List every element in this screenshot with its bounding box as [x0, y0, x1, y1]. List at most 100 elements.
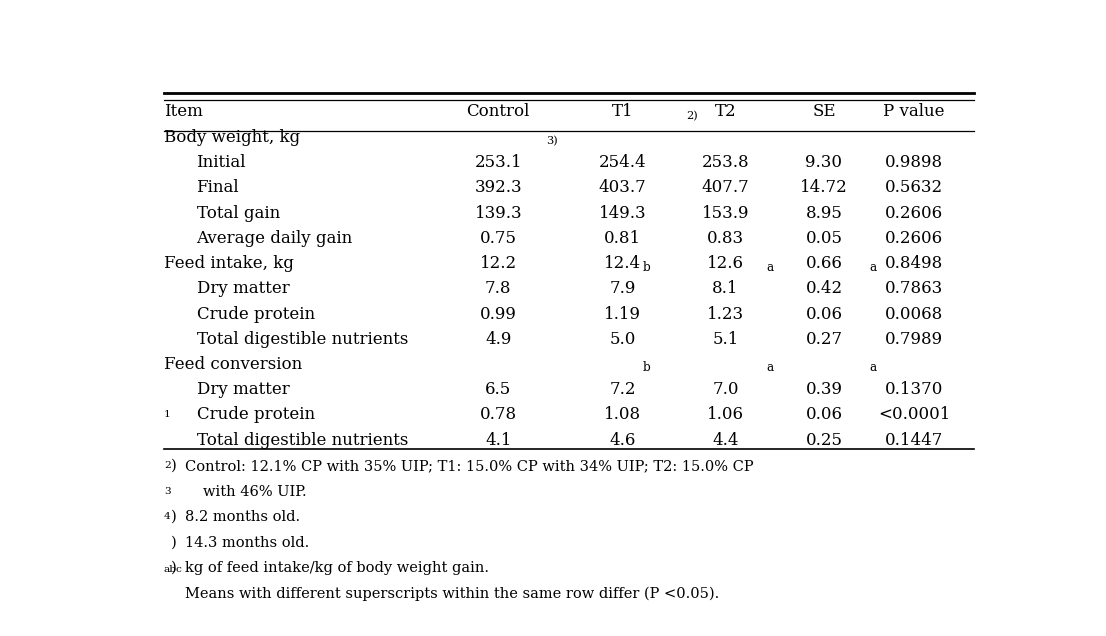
Text: 139.3: 139.3: [474, 205, 522, 222]
Text: 0.66: 0.66: [805, 255, 843, 272]
Text: 14.3 months old.: 14.3 months old.: [186, 536, 310, 550]
Text: 12.2: 12.2: [480, 255, 517, 272]
Text: 0.0068: 0.0068: [885, 305, 943, 322]
Text: a: a: [766, 361, 774, 375]
Text: Feed intake, kg: Feed intake, kg: [164, 255, 294, 272]
Text: 0.06: 0.06: [805, 305, 843, 322]
Text: Body weight, kg: Body weight, kg: [164, 129, 300, 146]
Text: 8.95: 8.95: [805, 205, 843, 222]
Text: 6.5: 6.5: [486, 381, 511, 398]
Text: Total digestible nutrients: Total digestible nutrients: [197, 331, 408, 348]
Text: 8.1: 8.1: [712, 280, 739, 298]
Text: 2): 2): [686, 111, 698, 121]
Text: 4.4: 4.4: [712, 432, 739, 448]
Text: 7.9: 7.9: [609, 280, 636, 298]
Text: 0.78: 0.78: [480, 406, 517, 424]
Text: 253.1: 253.1: [474, 155, 522, 171]
Text: 9.30: 9.30: [805, 155, 843, 171]
Text: a: a: [869, 261, 877, 273]
Text: 403.7: 403.7: [598, 179, 646, 197]
Text: 4.6: 4.6: [609, 432, 636, 448]
Text: b: b: [643, 361, 650, 375]
Text: 4.9: 4.9: [486, 331, 511, 348]
Text: P value: P value: [884, 103, 945, 120]
Text: 1.08a: 1.08a: [599, 406, 646, 424]
Text: Final: Final: [197, 179, 239, 197]
Text: Crude protein: Crude protein: [197, 305, 315, 322]
Text: 1: 1: [164, 410, 170, 419]
Text: 0.1370: 0.1370: [885, 381, 943, 398]
Text: Total digestible nutrients: Total digestible nutrients: [197, 432, 408, 448]
Text: Control: 12.1% CP with 35% UIP; T1: 15.0% CP with 34% UIP; T2: 15.0% CP: Control: 12.1% CP with 35% UIP; T1: 15.0…: [186, 459, 754, 473]
Text: 5.0: 5.0: [609, 331, 636, 348]
Text: 12.6: 12.6: [707, 255, 744, 272]
Text: 1.06: 1.06: [707, 406, 744, 424]
Text: Means with different superscripts within the same row differ (P <0.05).: Means with different superscripts within…: [186, 586, 720, 600]
Text: 253.8: 253.8: [701, 155, 749, 171]
Text: Dry matter: Dry matter: [197, 280, 290, 298]
Text: 0.8498: 0.8498: [885, 255, 943, 272]
Text: 8.2 months old.: 8.2 months old.: [186, 510, 301, 524]
Text: 12.4: 12.4: [604, 255, 641, 272]
Text: b: b: [643, 261, 650, 273]
Text: 2: 2: [164, 461, 170, 470]
Text: 0.7863: 0.7863: [885, 280, 943, 298]
Text: 3: 3: [164, 487, 170, 495]
Text: 0.9898: 0.9898: [885, 155, 943, 171]
Text: 0.7989: 0.7989: [885, 331, 943, 348]
Text: Dry matter: Dry matter: [197, 381, 290, 398]
Text: Initial: Initial: [197, 155, 246, 171]
Text: T1: T1: [612, 103, 634, 120]
Text: 0.99: 0.99: [480, 305, 517, 322]
Text: 1.08: 1.08: [604, 406, 641, 424]
Text: a: a: [869, 361, 877, 375]
Text: Average daily gain: Average daily gain: [197, 230, 353, 247]
Text: 4.1: 4.1: [486, 432, 511, 448]
Text: abc: abc: [164, 565, 182, 574]
Text: 0.1447: 0.1447: [885, 432, 943, 448]
Text: 1.23: 1.23: [707, 305, 744, 322]
Text: 0.27: 0.27: [805, 331, 843, 348]
Text: 1.19a: 1.19a: [599, 305, 646, 322]
Text: 1.06a: 1.06a: [702, 406, 749, 424]
Text: 0.2606: 0.2606: [885, 230, 943, 247]
Text: Crude protein: Crude protein: [197, 406, 315, 424]
Text: 4: 4: [164, 512, 170, 521]
Text: 392.3: 392.3: [474, 179, 522, 197]
Text: 0.81: 0.81: [604, 230, 641, 247]
Text: 7.8: 7.8: [486, 280, 511, 298]
Text: 1.19: 1.19: [604, 305, 641, 322]
Text: 3): 3): [546, 136, 559, 146]
Text: 0.75: 0.75: [480, 230, 517, 247]
Text: 1.23a: 1.23a: [702, 305, 749, 322]
Text: 0.78b: 0.78b: [474, 406, 522, 424]
Text: 5.1: 5.1: [712, 331, 739, 348]
Text: T2: T2: [714, 103, 737, 120]
Text: <0.0001: <0.0001: [878, 406, 950, 424]
Text: ): ): [170, 459, 177, 473]
Text: 149.3: 149.3: [598, 205, 646, 222]
Text: 7.0: 7.0: [712, 381, 739, 398]
Text: 0.39: 0.39: [805, 381, 843, 398]
Text: SE: SE: [812, 103, 836, 120]
Text: ): ): [170, 510, 177, 524]
Text: 407.7: 407.7: [701, 179, 749, 197]
Text: 254.4: 254.4: [598, 155, 646, 171]
Text: ): ): [170, 561, 177, 575]
Text: Control: Control: [467, 103, 530, 120]
Text: a: a: [766, 261, 774, 273]
Text: 0.05: 0.05: [805, 230, 843, 247]
Text: 0.83: 0.83: [707, 230, 744, 247]
Text: 0.42: 0.42: [805, 280, 843, 298]
Text: 7.2: 7.2: [609, 381, 636, 398]
Text: 0.2606: 0.2606: [885, 205, 943, 222]
Text: Feed conversion: Feed conversion: [164, 356, 302, 373]
Text: 0.25: 0.25: [805, 432, 843, 448]
Text: kg of feed intake/kg of body weight gain.: kg of feed intake/kg of body weight gain…: [186, 561, 489, 575]
Text: 0.06: 0.06: [805, 406, 843, 424]
Text: 14.72: 14.72: [800, 179, 848, 197]
Text: with 46% UIP.: with 46% UIP.: [202, 485, 306, 499]
Text: Total gain: Total gain: [197, 205, 280, 222]
Text: 153.9: 153.9: [701, 205, 749, 222]
Text: 0.99b: 0.99b: [474, 305, 522, 322]
